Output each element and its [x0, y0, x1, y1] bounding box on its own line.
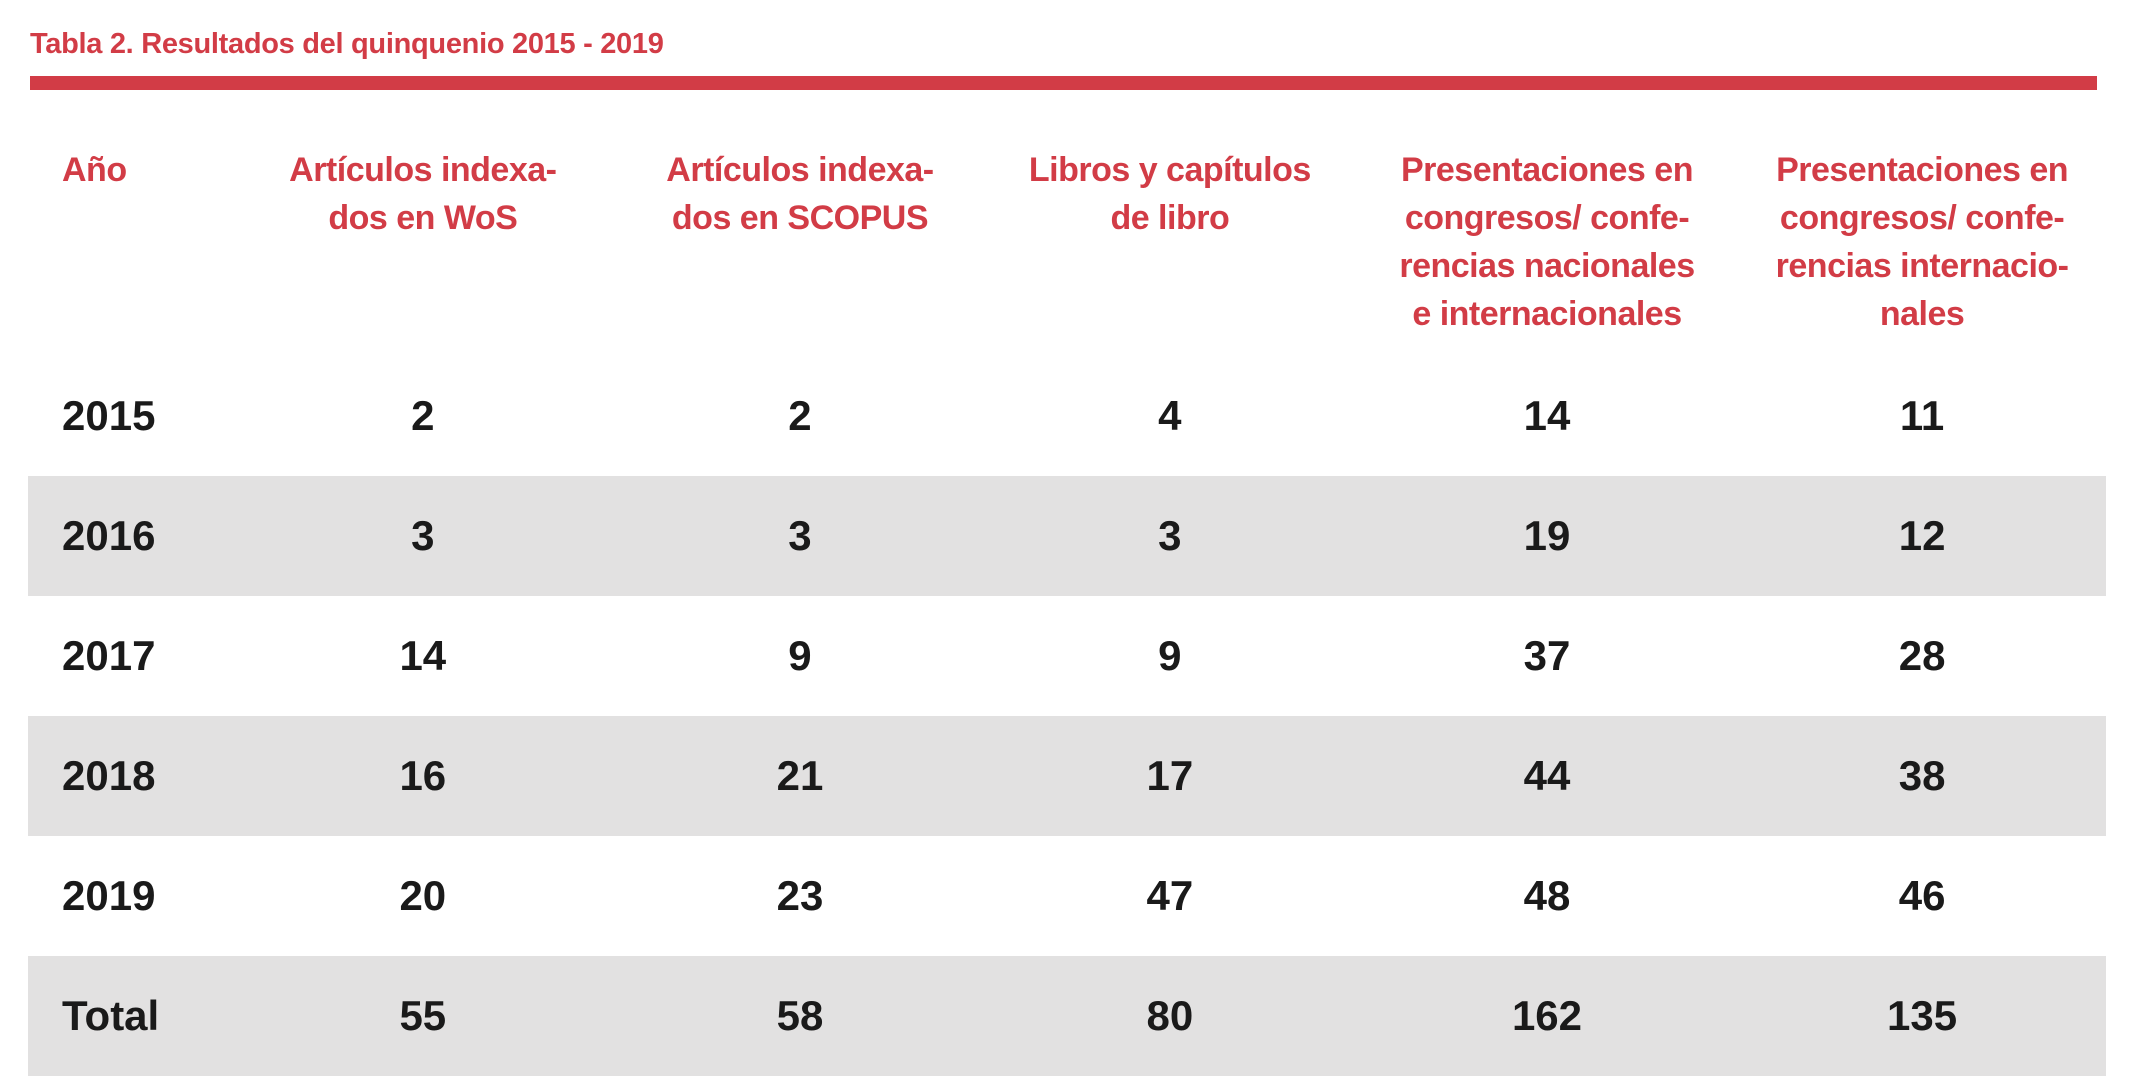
value-cell-books: 4 [1158, 392, 1182, 439]
year-cell: 2018 [62, 752, 156, 799]
value-cell-international: 11 [1899, 392, 1945, 439]
total-cell-books: 80 [1146, 992, 1194, 1039]
value-cell-books: 47 [1146, 872, 1194, 919]
table-row-2019: 2019 20 23 47 48 46 [28, 836, 2106, 956]
value-cell-books: 3 [1158, 512, 1182, 559]
total-label-cell: Total [62, 992, 160, 1039]
value-cell-wos: 3 [411, 512, 435, 559]
total-cell-international: 135 [1887, 992, 1958, 1039]
value-cell-national: 14 [1523, 392, 1571, 439]
value-cell-scopus: 2 [788, 392, 812, 439]
col-header-books: Libros y capítulos de libro [1028, 151, 1311, 237]
table-row-total: Total 55 58 80 162 135 [28, 956, 2106, 1076]
value-cell-books: 9 [1158, 632, 1182, 679]
results-table: Año Artículos indexa- dos en WoS Artícul… [28, 90, 2106, 1076]
value-cell-international: 12 [1898, 512, 1946, 559]
col-header-national-conferences: Presentaciones en congresos/ confe- renc… [1399, 151, 1695, 333]
value-cell-international: 46 [1898, 872, 1946, 919]
value-cell-international: 38 [1898, 752, 1946, 799]
col-header-year: Año [62, 151, 127, 189]
table-row-2017: 2017 14 9 9 37 28 [28, 596, 2106, 716]
total-cell-wos: 55 [399, 992, 447, 1039]
value-cell-scopus: 23 [776, 872, 824, 919]
table-caption: Tabla 2. Resultados del quinquenio 2015 … [30, 28, 664, 60]
value-cell-wos: 2 [411, 392, 435, 439]
year-cell: 2015 [62, 392, 156, 439]
year-cell: 2016 [62, 512, 156, 559]
total-cell-scopus: 58 [776, 992, 824, 1039]
header-row: Año Artículos indexa- dos en WoS Artícul… [28, 90, 2106, 356]
total-cell-national: 162 [1511, 992, 1583, 1039]
value-cell-wos: 16 [399, 752, 447, 799]
table-row-2015: 2015 2 2 4 14 11 [28, 356, 2106, 476]
value-cell-national: 44 [1523, 752, 1571, 799]
value-cell-scopus: 9 [788, 632, 812, 679]
table-row-2016: 2016 3 3 3 19 12 [28, 476, 2106, 596]
col-header-wos: Artículos indexa- dos en WoS [289, 151, 557, 237]
value-cell-national: 48 [1523, 872, 1571, 919]
value-cell-books: 17 [1146, 752, 1194, 799]
value-cell-scopus: 21 [776, 752, 824, 799]
year-cell: 2019 [62, 872, 156, 919]
value-cell-national: 37 [1523, 632, 1571, 679]
title-rule [30, 76, 2097, 90]
value-cell-international: 28 [1898, 632, 1946, 679]
value-cell-scopus: 3 [788, 512, 812, 559]
value-cell-national: 19 [1523, 512, 1571, 559]
col-header-scopus: Artículos indexa- dos en SCOPUS [666, 151, 934, 237]
year-cell: 2017 [62, 632, 156, 679]
table-row-2018: 2018 16 21 17 44 38 [28, 716, 2106, 836]
col-header-international-conferences: Presentaciones en congresos/ confe- renc… [1775, 151, 2069, 333]
value-cell-wos: 20 [399, 872, 447, 919]
value-cell-wos: 14 [399, 632, 447, 679]
